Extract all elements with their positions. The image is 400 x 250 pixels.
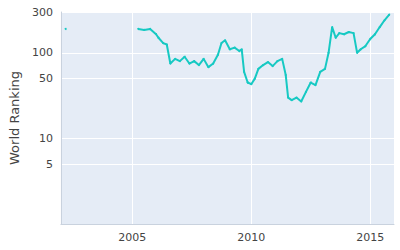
svg-text:5: 5 <box>46 158 53 171</box>
svg-text:100: 100 <box>32 46 53 59</box>
svg-text:World Ranking: World Ranking <box>7 71 22 165</box>
svg-text:2005: 2005 <box>118 231 146 244</box>
svg-text:2010: 2010 <box>237 231 265 244</box>
svg-text:2015: 2015 <box>356 231 384 244</box>
svg-text:300: 300 <box>32 6 53 19</box>
svg-text:50: 50 <box>39 72 53 85</box>
svg-text:10: 10 <box>39 132 53 145</box>
